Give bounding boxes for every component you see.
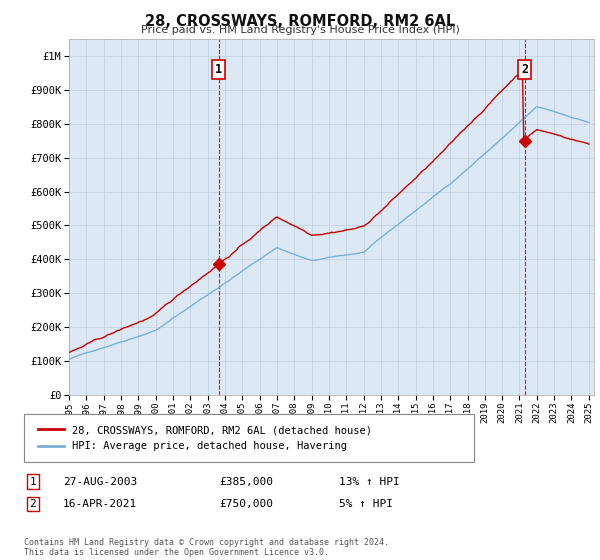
Text: 1: 1: [29, 477, 37, 487]
Text: 1: 1: [215, 63, 223, 76]
FancyBboxPatch shape: [24, 414, 474, 462]
Text: 5% ↑ HPI: 5% ↑ HPI: [339, 499, 393, 509]
Text: 2: 2: [29, 499, 37, 509]
Text: Price paid vs. HM Land Registry's House Price Index (HPI): Price paid vs. HM Land Registry's House …: [140, 25, 460, 35]
Text: Contains HM Land Registry data © Crown copyright and database right 2024.
This d: Contains HM Land Registry data © Crown c…: [24, 538, 389, 557]
Text: 13% ↑ HPI: 13% ↑ HPI: [339, 477, 400, 487]
Legend: 28, CROSSWAYS, ROMFORD, RM2 6AL (detached house), HPI: Average price, detached h: 28, CROSSWAYS, ROMFORD, RM2 6AL (detache…: [34, 421, 376, 455]
Text: £750,000: £750,000: [219, 499, 273, 509]
Text: 16-APR-2021: 16-APR-2021: [63, 499, 137, 509]
Text: 28, CROSSWAYS, ROMFORD, RM2 6AL: 28, CROSSWAYS, ROMFORD, RM2 6AL: [145, 14, 455, 29]
Text: £385,000: £385,000: [219, 477, 273, 487]
Text: 2: 2: [521, 63, 528, 76]
Text: 27-AUG-2003: 27-AUG-2003: [63, 477, 137, 487]
